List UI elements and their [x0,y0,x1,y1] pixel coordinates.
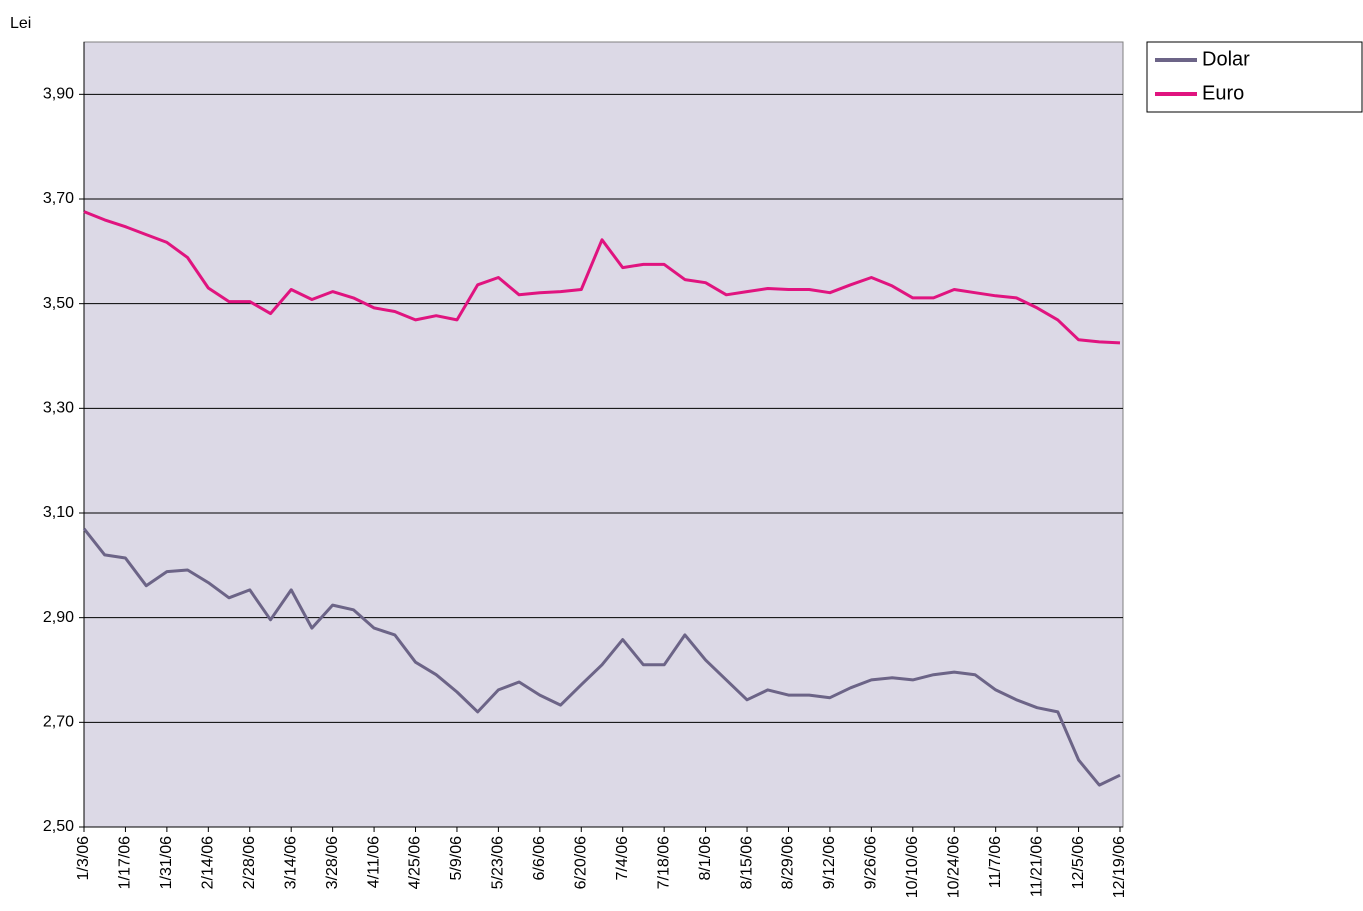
legend-label: Euro [1202,82,1244,104]
x-tick-label: 8/29/06 [780,836,797,889]
x-tick-label: 6/6/06 [531,836,548,881]
x-tick-label: 10/10/06 [904,836,921,898]
x-tick-label: 3/14/06 [282,836,299,889]
y-tick-label: 3,30 [43,400,74,417]
series-line [83,210,1121,345]
y-axis-label: Lei [10,15,31,32]
x-tick-label: 10/24/06 [945,836,962,898]
x-tick-label: 1/3/06 [75,836,92,881]
x-tick-label: 7/18/06 [655,836,672,889]
x-tick-label: 4/11/06 [365,836,382,888]
legend [1146,41,1363,113]
x-tick-label: 5/9/06 [448,836,465,881]
x-tick-label: 6/20/06 [572,836,589,889]
x-tick-label: 12/5/06 [1070,836,1087,889]
y-tick-label: 2,50 [43,818,74,835]
x-tick-label: 8/1/06 [697,836,714,881]
legend-label: Dolar [1202,48,1250,70]
y-tick-label: 3,50 [43,295,74,312]
x-tick-label: 5/23/06 [490,836,507,889]
plot-area [83,41,1124,828]
x-tick-label: 3/28/06 [324,836,341,889]
x-tick-label: 11/7/06 [987,836,1004,888]
x-tick-label: 7/4/06 [614,836,631,881]
y-tick-label: 3,70 [43,190,74,207]
x-tick-label: 1/31/06 [158,836,175,889]
y-tick-label: 2,90 [43,609,74,626]
x-tick-label: 2/14/06 [200,836,217,889]
series-line [82,527,1121,787]
x-tick-label: 9/12/06 [821,836,838,889]
x-tick-label: 2/28/06 [241,836,258,889]
x-tick-label: 11/21/06 [1028,836,1045,897]
x-tick-label: 9/26/06 [863,836,880,889]
x-tick-label: 12/19/06 [1111,836,1128,898]
y-tick-label: 3,10 [43,504,74,521]
x-tick-label: 1/17/06 [117,836,134,889]
y-tick-label: 2,70 [43,714,74,731]
x-tick-label: 4/25/06 [407,836,424,889]
y-tick-label: 3,90 [43,86,74,103]
x-tick-label: 8/15/06 [738,836,755,889]
